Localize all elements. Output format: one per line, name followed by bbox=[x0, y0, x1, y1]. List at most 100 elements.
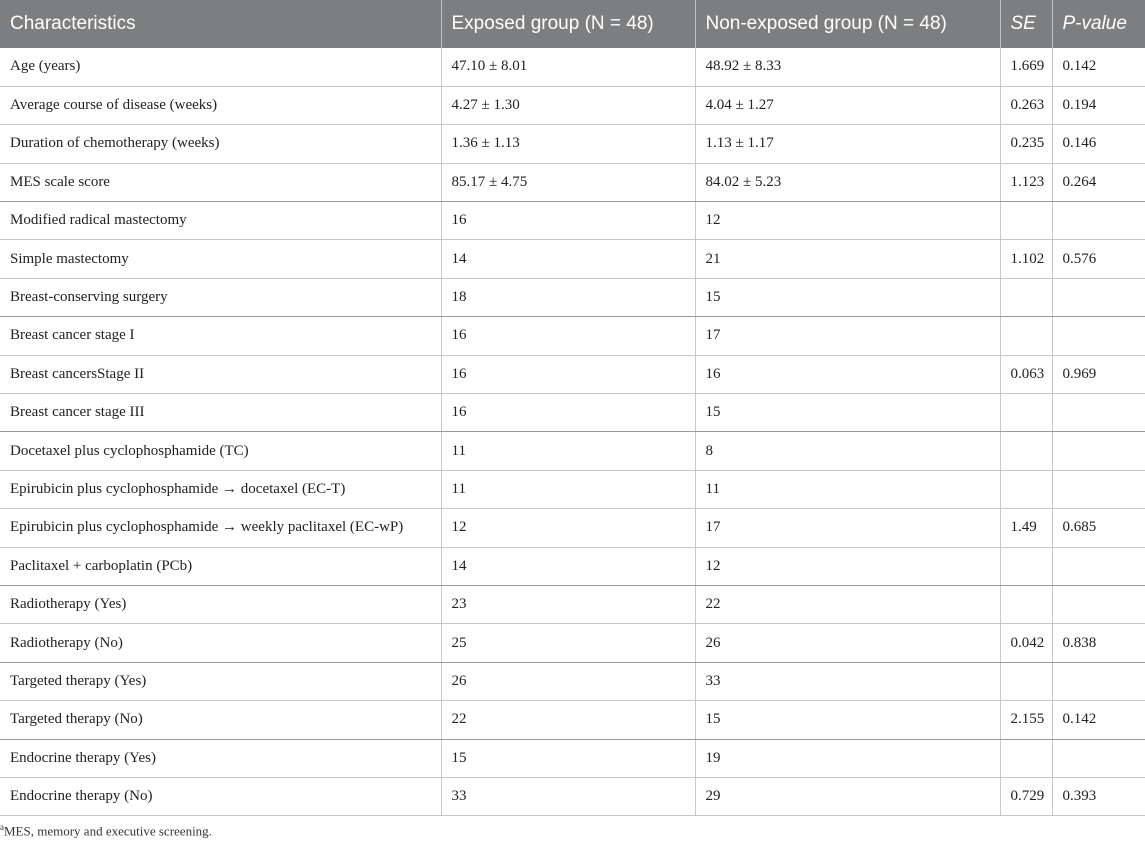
table-row: Breast-conserving surgery 18 15 bbox=[0, 278, 1145, 318]
cell-exposed: 47.10 ± 8.01 bbox=[441, 48, 696, 87]
header-exposed-group: Exposed group (N = 48) bbox=[441, 0, 696, 48]
table-row: Breast cancer stage III 16 15 bbox=[0, 393, 1145, 433]
cell-exposed: 14 bbox=[441, 547, 696, 586]
cell-p-value: 0.393 bbox=[1052, 777, 1145, 817]
header-p-value: P-value bbox=[1062, 13, 1127, 34]
cell-characteristic: Breast cancer stage III bbox=[0, 393, 442, 433]
cell-se: 1.123 bbox=[1000, 163, 1053, 203]
cell-p-value bbox=[1052, 470, 1145, 510]
cell-p-value: 0.838 bbox=[1052, 623, 1145, 663]
cell-se: 2.155 bbox=[1000, 700, 1053, 740]
footnote-text: MES, memory and executive screening. bbox=[4, 823, 212, 839]
table-row: Endocrine therapy (No) 33 29 0.729 0.393 bbox=[0, 777, 1145, 817]
table-row: Epirubicin plus cyclophosphamide → weekl… bbox=[0, 508, 1145, 548]
cell-se: 1.102 bbox=[1000, 239, 1053, 279]
cell-se: 0.235 bbox=[1000, 124, 1053, 164]
cell-se: 1.669 bbox=[1000, 48, 1053, 87]
cell-p-value: 0.142 bbox=[1052, 48, 1145, 87]
table-row: Breast cancersStage II 16 16 0.063 0.969 bbox=[0, 355, 1145, 395]
header-characteristics: Characteristics bbox=[0, 0, 442, 48]
table-row: Docetaxel plus cyclophosphamide (TC) 11 8 bbox=[0, 431, 1145, 471]
table-row: Age (years) 47.10 ± 8.01 48.92 ± 8.33 1.669… bbox=[0, 48, 1145, 87]
cell-p-value bbox=[1052, 278, 1145, 318]
cell-exposed: 16 bbox=[441, 355, 696, 395]
cell-characteristic: Age (years) bbox=[0, 48, 442, 87]
table-row: Paclitaxel + carboplatin (PCb) 14 12 bbox=[0, 547, 1145, 586]
cell-non-exposed: 4.04 ± 1.27 bbox=[695, 86, 1001, 126]
cell-exposed: 4.27 ± 1.30 bbox=[441, 86, 696, 126]
cell-se bbox=[1000, 739, 1053, 778]
table-body: Age (years) 47.10 ± 8.01 48.92 ± 8.33 1.669… bbox=[0, 48, 1145, 817]
cell-se bbox=[1000, 316, 1053, 356]
cell-non-exposed: 12 bbox=[695, 547, 1001, 586]
cell-p-value bbox=[1052, 201, 1145, 241]
cell-non-exposed: 33 bbox=[695, 662, 1001, 702]
cell-characteristic: Radiotherapy (No) bbox=[0, 623, 442, 663]
cell-p-value: 0.969 bbox=[1052, 355, 1145, 395]
cell-p-value: 0.264 bbox=[1052, 163, 1145, 203]
cell-non-exposed: 15 bbox=[695, 700, 1001, 740]
cell-characteristic: Breast cancersStage II bbox=[0, 355, 442, 395]
cell-se bbox=[1000, 547, 1053, 586]
cell-non-exposed: 19 bbox=[695, 739, 1001, 778]
cell-se bbox=[1000, 393, 1053, 433]
cell-non-exposed: 84.02 ± 5.23 bbox=[695, 163, 1001, 203]
cell-p-value: 0.194 bbox=[1052, 86, 1145, 126]
cell-non-exposed: 15 bbox=[695, 393, 1001, 433]
cell-exposed: 85.17 ± 4.75 bbox=[441, 163, 696, 203]
cell-se bbox=[1000, 585, 1053, 625]
cell-exposed: 11 bbox=[441, 431, 696, 471]
cell-characteristic: Breast cancer stage I bbox=[0, 316, 442, 356]
cell-characteristic: Simple mastectomy bbox=[0, 239, 442, 279]
table-row: MES scale score 85.17 ± 4.75 84.02 ± 5.23 1… bbox=[0, 163, 1145, 203]
cell-non-exposed: 17 bbox=[695, 316, 1001, 356]
cell-non-exposed: 17 bbox=[695, 508, 1001, 548]
cell-characteristic: MES scale score bbox=[0, 163, 442, 203]
cell-exposed: 15 bbox=[441, 739, 696, 778]
cell-p-value: 0.142 bbox=[1052, 700, 1145, 740]
cell-non-exposed: 21 bbox=[695, 239, 1001, 279]
table-row: Radiotherapy (No) 25 26 0.042 0.838 bbox=[0, 623, 1145, 663]
cell-characteristic: Radiotherapy (Yes) bbox=[0, 585, 442, 625]
cell-exposed: 33 bbox=[441, 777, 696, 817]
cell-non-exposed: 12 bbox=[695, 201, 1001, 241]
cell-se bbox=[1000, 662, 1053, 702]
cell-exposed: 16 bbox=[441, 201, 696, 241]
cell-p-value bbox=[1052, 662, 1145, 702]
cell-characteristic: Docetaxel plus cyclophosphamide (TC) bbox=[0, 431, 442, 471]
cell-p-value bbox=[1052, 547, 1145, 586]
cell-non-exposed: 22 bbox=[695, 585, 1001, 625]
cell-exposed: 26 bbox=[441, 662, 696, 702]
table-footnote: aMES, memory and executive screening. bbox=[0, 822, 212, 839]
cell-characteristic: Average course of disease (weeks) bbox=[0, 86, 442, 126]
cell-characteristic: Targeted therapy (No) bbox=[0, 700, 442, 740]
table-row: Endocrine therapy (Yes) 15 19 bbox=[0, 739, 1145, 778]
header-se: SE bbox=[1000, 0, 1053, 48]
cell-se: 0.063 bbox=[1000, 355, 1053, 395]
cell-p-value bbox=[1052, 431, 1145, 471]
cell-exposed: 23 bbox=[441, 585, 696, 625]
cell-se: 0.729 bbox=[1000, 777, 1053, 817]
cell-characteristic: Breast-conserving surgery bbox=[0, 278, 442, 318]
table-row: Targeted therapy (Yes) 26 33 bbox=[0, 662, 1145, 702]
cell-non-exposed: 16 bbox=[695, 355, 1001, 395]
cell-characteristic: Paclitaxel + carboplatin (PCb) bbox=[0, 547, 442, 586]
cell-exposed: 25 bbox=[441, 623, 696, 663]
cell-p-value: 0.685 bbox=[1052, 508, 1145, 548]
table-row: Modified radical mastectomy 16 12 bbox=[0, 201, 1145, 241]
footnote-marker: a bbox=[0, 822, 4, 832]
cell-non-exposed: 8 bbox=[695, 431, 1001, 471]
cell-se bbox=[1000, 431, 1053, 471]
cell-characteristic: Targeted therapy (Yes) bbox=[0, 662, 442, 702]
cell-non-exposed: 29 bbox=[695, 777, 1001, 817]
cell-non-exposed: 1.13 ± 1.17 bbox=[695, 124, 1001, 164]
cell-se: 0.042 bbox=[1000, 623, 1053, 663]
table-header-row: Characteristics Exposed group (N = 48) N… bbox=[0, 0, 1145, 48]
cell-characteristic: Endocrine therapy (Yes) bbox=[0, 739, 442, 778]
cell-se bbox=[1000, 278, 1053, 318]
cell-se: 1.49 bbox=[1000, 508, 1053, 548]
cell-se bbox=[1000, 201, 1053, 241]
header-non-exposed-group: Non-exposed group (N = 48) bbox=[695, 0, 1001, 48]
cell-p-value bbox=[1052, 585, 1145, 625]
table-row: Average course of disease (weeks) 4.27 ± … bbox=[0, 86, 1145, 126]
